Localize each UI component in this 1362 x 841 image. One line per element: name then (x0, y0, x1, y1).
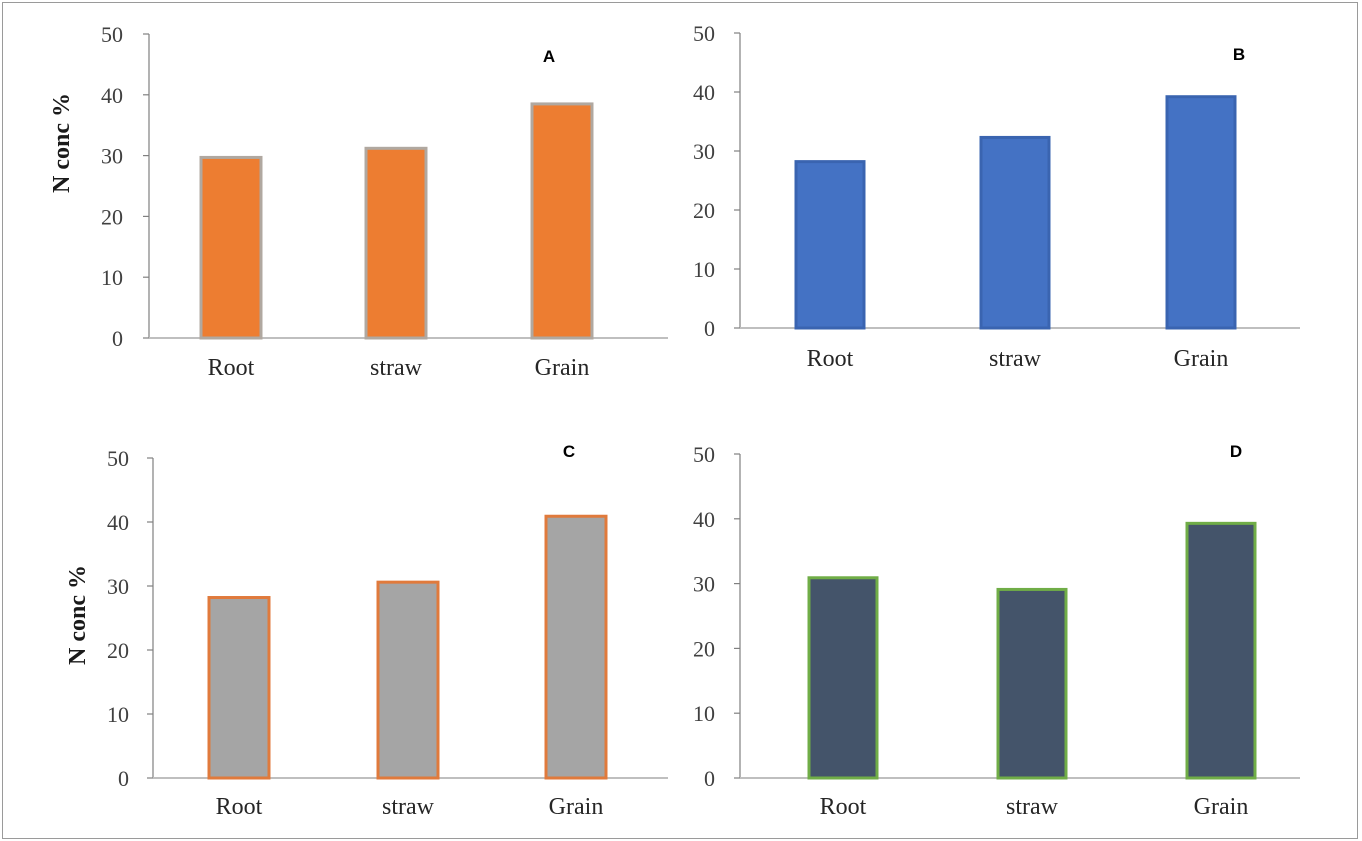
y-tick-label: 10 (107, 702, 129, 727)
chart-panel-d: 0 10 20 30 40 50 Root straw Grain D (693, 442, 1300, 820)
y-tick-label: 30 (693, 572, 715, 597)
y-tick-label: 50 (693, 442, 715, 467)
y-tick-label: 50 (101, 22, 123, 47)
category-label: straw (382, 794, 435, 820)
bar-grain (530, 102, 594, 340)
y-tick-label: 50 (693, 21, 715, 46)
bar-straw (376, 580, 440, 780)
y-tick-label: 20 (693, 198, 715, 223)
bar-straw (996, 587, 1068, 780)
y-tick-label: 20 (693, 636, 715, 661)
bar-root (199, 155, 263, 340)
y-tick-label: 0 (704, 766, 715, 791)
category-label: straw (989, 346, 1042, 372)
y-tick-label: 40 (101, 83, 123, 108)
y-tick-label: 20 (107, 638, 129, 663)
category-label: Root (208, 355, 255, 381)
y-tick-label: 10 (101, 265, 123, 290)
y-tick-label: 40 (693, 507, 715, 532)
category-label: Root (216, 794, 263, 820)
y-tick-label: 20 (101, 204, 123, 229)
y-tick-label: 0 (112, 326, 123, 351)
category-label: Grain (535, 355, 590, 381)
y-tick-label: 10 (693, 701, 715, 726)
y-tick-label: 40 (107, 510, 129, 535)
panel-label: A (543, 47, 555, 66)
y-tick-label: 10 (693, 257, 715, 282)
bar-straw (364, 146, 428, 340)
y-tick-label: 0 (118, 766, 129, 791)
chart-figure: 0 10 20 30 40 50 Root straw Grain N conc % A 0 10 20 3… (49, 21, 1300, 820)
y-tick-label: 30 (101, 144, 123, 169)
category-label: straw (370, 355, 423, 381)
panel-label: B (1233, 45, 1245, 64)
category-label: Root (807, 346, 854, 372)
bar-root (807, 576, 879, 780)
y-tick-label: 30 (107, 574, 129, 599)
chart-panel-c: 0 10 20 30 40 50 Root straw Grain N conc % C (65, 442, 668, 820)
category-label: Grain (549, 794, 604, 820)
bar-grain (544, 514, 608, 780)
chart-panel-a: 0 10 20 30 40 50 Root straw Grain N conc % A (49, 22, 668, 381)
category-label: Root (820, 794, 867, 820)
y-tick-label: 50 (107, 446, 129, 471)
y-axis-title: N conc % (65, 565, 91, 665)
panel-label: D (1230, 442, 1242, 461)
category-label: straw (1006, 794, 1059, 820)
y-tick-label: 0 (704, 316, 715, 341)
bar-grain (1165, 95, 1237, 330)
y-axis-title: N conc % (49, 93, 75, 193)
bar-straw (979, 135, 1051, 330)
chart-panel-b: 0 10 20 30 40 50 Root straw Grain B (693, 21, 1300, 372)
category-label: Grain (1194, 794, 1249, 820)
panel-label: C (563, 442, 575, 461)
bar-grain (1185, 521, 1257, 780)
bar-root (794, 160, 866, 330)
category-label: Grain (1174, 346, 1229, 372)
y-tick-label: 30 (693, 139, 715, 164)
y-tick-label: 40 (693, 80, 715, 105)
bar-root (207, 596, 271, 780)
